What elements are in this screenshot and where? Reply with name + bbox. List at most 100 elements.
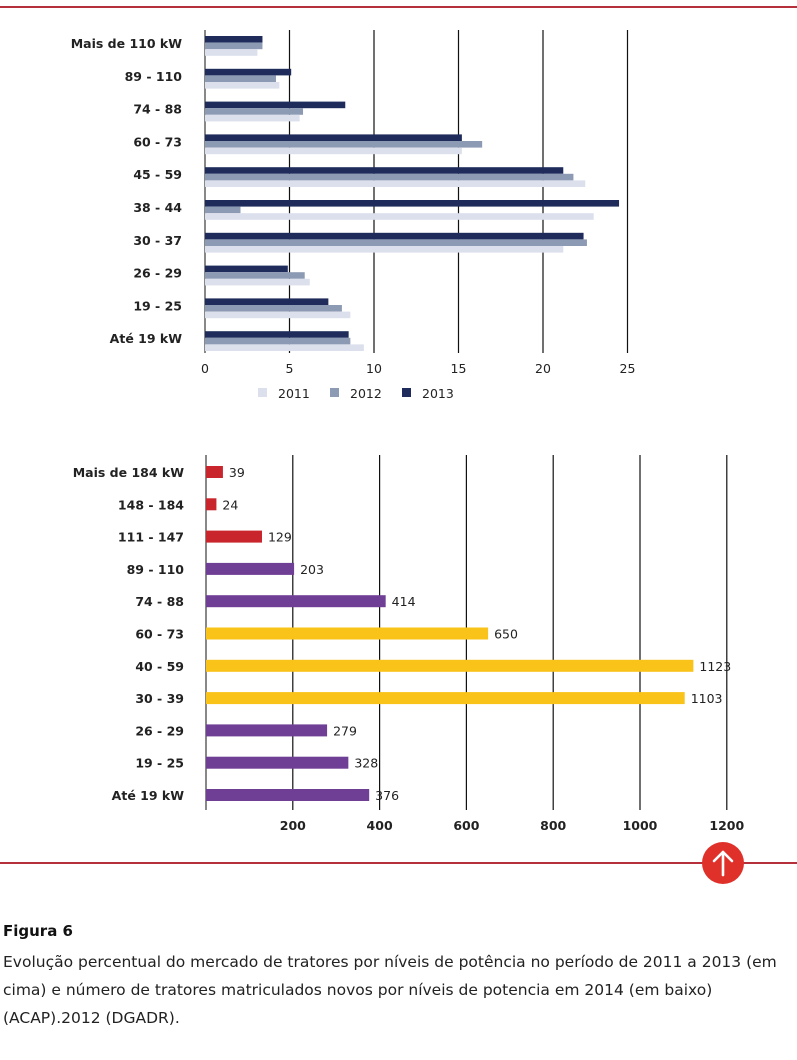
category-label: 60 - 73	[135, 627, 184, 642]
percent-market-chart: 0 5 10 15 20 25 Mais de 110 kW 89 - 110 74 - 88 6…	[71, 30, 636, 401]
bar-2011	[205, 180, 586, 187]
bar-2013	[205, 298, 329, 305]
category-label: 19 - 25	[135, 756, 184, 771]
bar	[206, 562, 295, 575]
bar	[206, 692, 685, 705]
bar	[206, 466, 223, 478]
figure-caption: Figura 6 Evolução percentual do mercado …	[3, 922, 793, 1032]
category-label: 148 - 184	[118, 497, 184, 512]
bottom-rule	[0, 862, 797, 864]
data-label: 129	[268, 530, 292, 545]
bar-2012	[205, 42, 263, 50]
x-tick-label: 25	[620, 361, 636, 376]
bar-2013	[205, 265, 288, 273]
scroll-top-button[interactable]	[702, 842, 744, 884]
bar-2012	[205, 108, 304, 115]
data-label: 1103	[691, 691, 723, 706]
bar	[206, 627, 489, 640]
x-tick-label: 1000	[623, 818, 658, 833]
legend-label: 2013	[422, 386, 454, 401]
bar-2013	[205, 200, 620, 207]
category-label: Até 19 kW	[110, 331, 183, 346]
category-label: Mais de 184 kW	[73, 465, 184, 480]
category-label: 45 - 59	[133, 167, 182, 182]
category-label: 26 - 29	[135, 723, 184, 738]
x-tick-label: 200	[280, 818, 306, 833]
bar-2013	[205, 36, 263, 43]
category-label: 60 - 73	[133, 134, 182, 149]
category-label: 74 - 88	[135, 594, 184, 609]
bar-2012	[205, 141, 483, 148]
data-label: 279	[333, 723, 357, 738]
bar-2012	[205, 305, 342, 312]
bar	[206, 756, 349, 769]
category-label: 89 - 110	[125, 69, 183, 84]
bar-2012	[205, 173, 574, 181]
bar-2011	[205, 147, 462, 155]
bar	[206, 530, 262, 543]
x-tick-label: 1200	[709, 818, 744, 833]
bar-2011	[205, 82, 280, 89]
bar-2013	[205, 232, 584, 240]
x-tick-label: 600	[453, 818, 479, 833]
legend-swatch-2012	[330, 388, 339, 397]
data-label: 328	[354, 756, 378, 771]
category-label: 40 - 59	[135, 659, 184, 674]
data-label: 24	[222, 497, 238, 512]
x-tick-label: 800	[540, 818, 566, 833]
category-label: 30 - 39	[135, 691, 184, 706]
bar-2012	[205, 75, 276, 82]
bar-2011	[205, 311, 351, 319]
category-label: 38 - 44	[133, 200, 182, 215]
top-rule	[0, 6, 797, 8]
bar-2012	[205, 239, 587, 246]
bar	[206, 498, 217, 511]
data-label: 203	[300, 562, 324, 577]
data-label: 39	[229, 465, 245, 480]
data-label: 650	[494, 627, 518, 642]
bar-2011	[205, 213, 594, 220]
x-tick-label: 10	[366, 361, 382, 376]
legend-label: 2011	[278, 386, 310, 401]
bar-2011	[205, 114, 300, 122]
caption-text: Evolução percentual do mercado de trator…	[3, 953, 777, 1027]
bar-2012	[205, 337, 351, 345]
bar	[206, 789, 370, 801]
bar-2011	[205, 344, 364, 351]
data-label: 376	[375, 788, 399, 803]
legend-swatch-2011	[258, 388, 267, 397]
data-label: 414	[392, 594, 416, 609]
bar-2011	[205, 246, 564, 253]
bar-2013	[205, 101, 346, 109]
x-tick-label: 20	[535, 361, 551, 376]
bar-2013	[205, 331, 349, 338]
bar-2011	[205, 278, 310, 286]
bar	[206, 659, 694, 672]
bar-2012	[205, 206, 241, 214]
category-label: 111 - 147	[118, 530, 184, 545]
x-tick-label: 400	[367, 818, 393, 833]
bar-2013	[205, 68, 292, 76]
category-label: Até 19 kW	[112, 788, 185, 803]
category-label: 89 - 110	[127, 562, 185, 577]
category-label: 30 - 37	[133, 233, 182, 248]
x-tick-label: 0	[201, 361, 209, 376]
caption-title: Figura 6	[3, 922, 73, 940]
category-label: Mais de 110 kW	[71, 36, 182, 51]
bar-2013	[205, 134, 462, 141]
registrations-chart: 200 400 600 800 1000 1200 Mais de 184 kW 39 148 …	[73, 455, 744, 833]
bar-2011	[205, 49, 258, 56]
category-label: 74 - 88	[133, 102, 182, 117]
arrow-up-icon	[712, 850, 734, 877]
bar	[206, 595, 386, 608]
category-label: 19 - 25	[133, 298, 182, 313]
data-label: 1123	[699, 659, 731, 674]
x-tick-label: 5	[286, 361, 294, 376]
legend-swatch-2013	[402, 388, 411, 397]
x-tick-label: 15	[451, 361, 467, 376]
bar-2013	[205, 167, 564, 174]
legend-label: 2012	[350, 386, 382, 401]
bar	[206, 724, 328, 737]
category-label: 26 - 29	[133, 266, 182, 281]
bar-2012	[205, 272, 305, 279]
